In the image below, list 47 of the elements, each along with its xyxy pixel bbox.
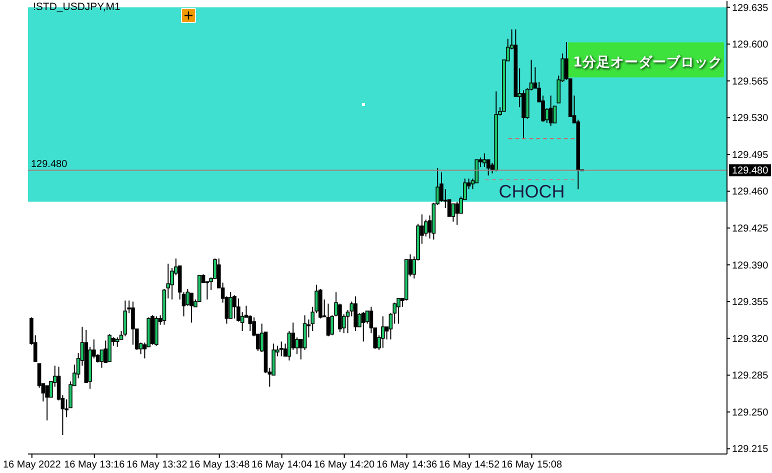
y-tick-label: 129.565 xyxy=(732,76,769,88)
candlestick xyxy=(45,385,49,421)
candlestick xyxy=(228,292,233,319)
y-tick-label: 129.425 xyxy=(732,224,769,235)
x-tick-label: 16 May 14:20 xyxy=(314,460,376,470)
candlestick xyxy=(295,336,299,355)
y-tick-label: 129.215 xyxy=(732,444,769,456)
y-tick-label: 129.285 xyxy=(732,370,769,382)
x-tick-label: 16 May 15:08 xyxy=(501,460,562,470)
candlestick xyxy=(190,292,194,324)
band-label: 1分足オーダーブロック xyxy=(573,53,722,70)
text: 129.480 xyxy=(732,166,768,177)
candlestick xyxy=(361,312,366,342)
x-tick-label: 16 May 13:32 xyxy=(126,460,188,470)
y-tick-label: 129.530 xyxy=(732,113,769,124)
candlestick xyxy=(186,288,190,306)
x-tick-label: 16 May 13:16 xyxy=(64,460,126,470)
annotation: CHOCH xyxy=(498,182,565,202)
candlestick xyxy=(100,349,104,368)
y-tick-label: 129.495 xyxy=(732,150,769,161)
candlestick xyxy=(232,294,236,319)
candlestick xyxy=(451,203,456,222)
candlestick xyxy=(354,296,358,332)
y-tick-label: 129.600 xyxy=(732,40,769,51)
candlestick xyxy=(123,300,128,337)
chart-title: !STD_USDJPY,M1 xyxy=(33,1,120,14)
candlestick xyxy=(548,95,553,127)
y-tick-label: 129.390 xyxy=(732,260,769,272)
candlestick xyxy=(455,201,459,226)
candlestick xyxy=(131,301,135,346)
y-tick-label: 129.635 xyxy=(732,2,769,14)
y-tick-label: 129.460 xyxy=(732,186,769,198)
candlestick xyxy=(482,152,486,168)
x-tick-label: 16 May 2022 xyxy=(2,460,62,470)
candlestick xyxy=(326,303,330,337)
y-tick-label: 129.320 xyxy=(732,334,769,345)
candlestick xyxy=(396,298,400,324)
ref-line-label: 129.480 xyxy=(31,159,68,170)
x-tick-label: 16 May 14:36 xyxy=(376,460,438,470)
y-tick-label: 129.355 xyxy=(732,297,769,308)
candlestick xyxy=(279,341,284,357)
x-tick-label: 16 May 13:48 xyxy=(189,460,250,470)
candlestick xyxy=(115,336,120,348)
x-tick-label: 16 May 14:04 xyxy=(252,460,313,470)
candlestick xyxy=(381,316,385,348)
y-tick-label: 129.250 xyxy=(732,407,769,418)
x-tick-label: 16 May 14:52 xyxy=(438,460,500,470)
